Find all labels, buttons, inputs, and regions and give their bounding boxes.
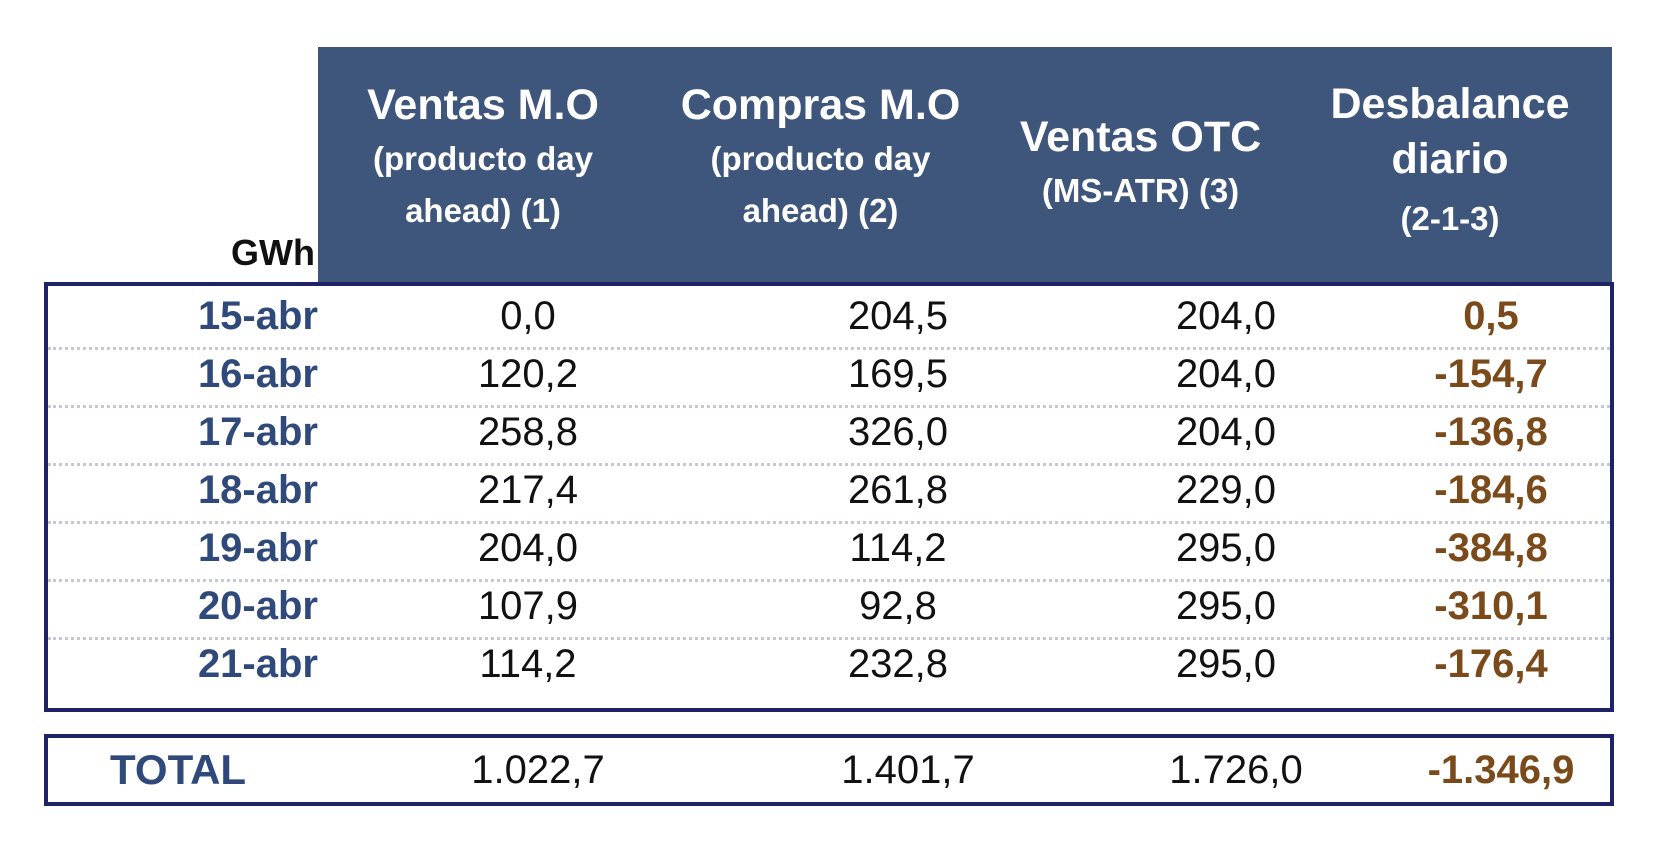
ventas-otc-value: 204,0: [1175, 410, 1277, 454]
header-compras-mo-line1: Compras M.O: [680, 81, 961, 129]
compras-mo-value: 204,5: [847, 294, 949, 338]
total-ventas-mo: 1.022,7: [471, 748, 605, 792]
compras-mo-value: 326,0: [847, 410, 949, 454]
ventas-mo-value: 217,4: [477, 468, 579, 512]
total-ventas-otc: 1.726,0: [1169, 748, 1303, 792]
ventas-mo-value: 107,9: [477, 584, 579, 628]
header-desbalance-line3: (2-1-3): [1400, 200, 1500, 237]
header-desbalance: Desbalance diario (2-1-3): [1288, 47, 1612, 284]
ventas-mo-value: 114,2: [479, 642, 577, 686]
total-label: TOTAL: [110, 746, 247, 793]
table-row: 17-abr 258,8 326,0 204,0 -136,8: [48, 402, 1610, 466]
total-desbalance: -1.346,9: [1427, 748, 1575, 792]
header-ventas-mo-line2: (producto day: [373, 140, 593, 177]
header-desbalance-line2: diario: [1391, 135, 1509, 183]
ventas-mo-value: 204,0: [477, 526, 579, 570]
header-ventas-mo-line1: Ventas M.O: [367, 81, 599, 129]
desbalance-value: -176,4: [1434, 642, 1548, 686]
table-header: Ventas M.O (producto day ahead) (1) Comp…: [318, 47, 1612, 284]
header-ventas-otc-line1: Ventas OTC: [1019, 113, 1262, 161]
compras-mo-value: 92,8: [859, 584, 937, 628]
ventas-mo-value: 120,2: [477, 352, 579, 396]
ventas-otc-value: 295,0: [1175, 584, 1277, 628]
row-date: 17-abr: [197, 410, 318, 454]
ventas-otc-value: 295,0: [1175, 642, 1277, 686]
ventas-otc-value: 295,0: [1175, 526, 1277, 570]
ventas-mo-value: 258,8: [477, 410, 579, 454]
ventas-otc-value: 229,0: [1175, 468, 1277, 512]
desbalance-value: 0,5: [1463, 294, 1519, 338]
desbalance-value: -310,1: [1434, 584, 1548, 628]
ventas-mo-value: 0,0: [500, 294, 556, 338]
row-date: 20-abr: [197, 584, 318, 628]
desbalance-value: -154,7: [1434, 352, 1548, 396]
table-row: 20-abr 107,9 92,8 295,0 -310,1: [48, 576, 1610, 640]
header-ventas-otc-line2: (MS-ATR) (3): [1041, 172, 1240, 209]
header-ventas-mo-line3: ahead) (1): [405, 192, 561, 229]
table-row: 18-abr 217,4 261,8 229,0 -184,6: [48, 460, 1610, 524]
header-compras-mo-line2: (producto day: [710, 140, 931, 177]
row-date: 16-abr: [197, 352, 318, 396]
header-desbalance-line1: Desbalance: [1330, 80, 1570, 128]
table-row: 21-abr 114,2 232,8 295,0 -176,4: [48, 634, 1610, 695]
desbalance-value: -184,6: [1434, 468, 1548, 512]
desbalance-value: -384,8: [1434, 526, 1548, 570]
ventas-otc-value: 204,0: [1175, 294, 1277, 338]
compras-mo-value: 114,2: [849, 526, 947, 570]
desbalance-value: -136,8: [1434, 410, 1548, 454]
total-row: TOTAL 1.022,7 1.401,7 1.726,0 -1.346,9: [44, 734, 1614, 806]
row-date: 21-abr: [197, 642, 318, 686]
header-compras-mo: Compras M.O (producto day ahead) (2): [648, 47, 993, 284]
data-rows: 15-abr 0,0 204,5 204,0 0,5 16-abr 120,2 …: [44, 282, 1614, 712]
row-date: 15-abr: [197, 294, 318, 338]
compras-mo-value: 232,8: [847, 642, 949, 686]
ventas-otc-value: 204,0: [1175, 352, 1277, 396]
table-row: 16-abr 120,2 169,5 204,0 -154,7: [48, 344, 1610, 408]
table-row: 19-abr 204,0 114,2 295,0 -384,8: [48, 518, 1610, 582]
unit-label: GWh: [231, 232, 315, 273]
table-row: 15-abr 0,0 204,5 204,0 0,5: [48, 286, 1610, 350]
row-date: 19-abr: [197, 526, 318, 570]
compras-mo-value: 169,5: [847, 352, 949, 396]
compras-mo-value: 261,8: [847, 468, 949, 512]
row-date: 18-abr: [197, 468, 318, 512]
header-ventas-otc: Ventas OTC (MS-ATR) (3): [993, 47, 1288, 284]
total-compras-mo: 1.401,7: [841, 748, 975, 792]
header-compras-mo-line3: ahead) (2): [742, 192, 899, 229]
header-ventas-mo: Ventas M.O (producto day ahead) (1): [318, 47, 648, 284]
